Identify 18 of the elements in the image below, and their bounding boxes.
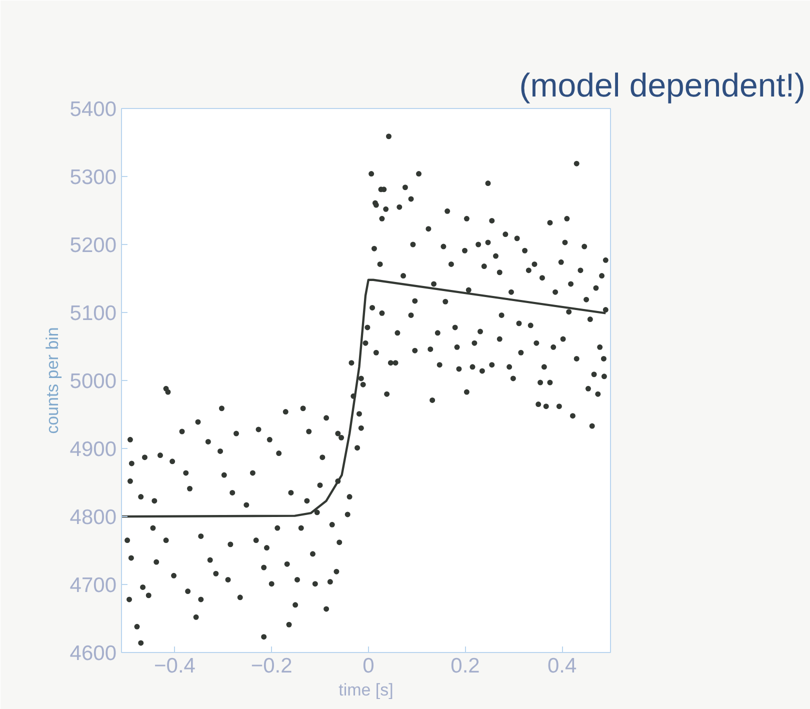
- y-tick-label: 5400: [70, 98, 116, 121]
- y-tick-label: 4900: [70, 438, 116, 461]
- y-tick-label: 5100: [70, 302, 116, 325]
- x-tick-label: −0.4: [154, 654, 196, 678]
- x-axis-title: time [s]: [338, 680, 394, 700]
- text: (model dependent!): [519, 66, 806, 104]
- x-tick-label: −0.2: [250, 654, 292, 678]
- y-tick-label: 5300: [70, 166, 116, 189]
- x-tick-label: 0.4: [547, 654, 577, 678]
- y-tick-label: 4600: [70, 642, 116, 665]
- y-tick-label: 5200: [70, 234, 116, 257]
- y-tick-label: 5000: [70, 370, 116, 393]
- x-tick-label: 0.2: [450, 654, 480, 678]
- y-tick-label: 4700: [70, 574, 116, 597]
- line-series: [122, 278, 607, 518]
- y-tick-label: 4800: [70, 506, 116, 529]
- y-axis-title: counts per bin: [42, 327, 62, 434]
- x-tick-label: 0: [362, 654, 374, 678]
